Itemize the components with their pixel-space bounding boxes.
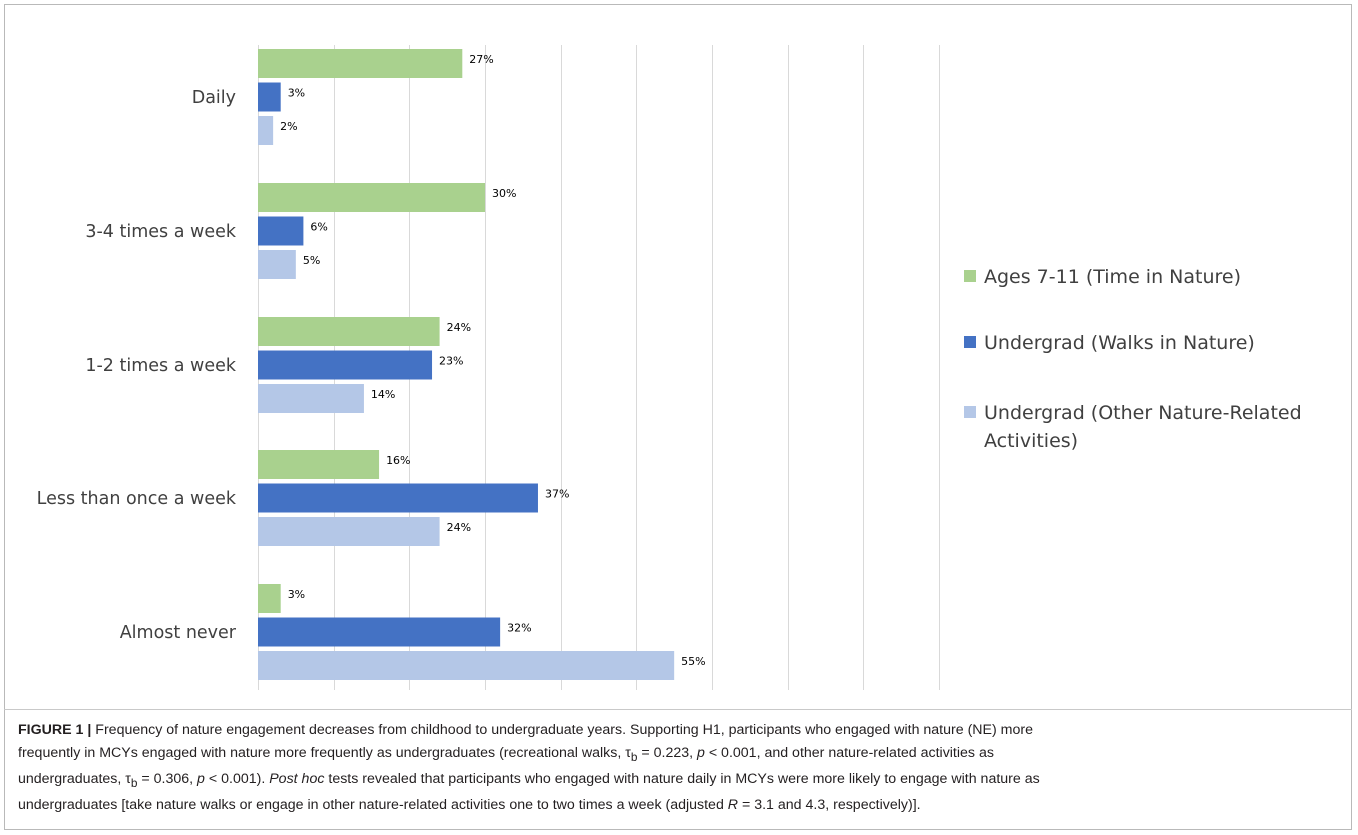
legend-swatch: [964, 406, 976, 418]
bar: [258, 517, 440, 546]
caption-text: tests revealed that participants who eng…: [324, 770, 1040, 787]
data-label: 24%: [447, 521, 471, 534]
data-label: 23%: [439, 355, 463, 368]
data-label: 24%: [447, 321, 471, 334]
data-label: 30%: [492, 187, 516, 200]
category-label: Almost never: [120, 623, 237, 643]
legend-label: Undergrad (Other Nature-Related: [984, 402, 1302, 424]
data-label: 27%: [469, 53, 493, 66]
gridlines: [258, 45, 940, 690]
bar: [258, 183, 485, 212]
caption-line-1: FIGURE 1 | Frequency of nature engagemen…: [18, 719, 1340, 742]
data-label: 55%: [681, 655, 705, 668]
data-label: 16%: [386, 454, 410, 467]
caption-text: < 0.001, and other nature-related activi…: [704, 744, 994, 761]
caption-subscript: b: [130, 775, 138, 790]
bar: [258, 450, 380, 479]
legend-label: Ages 7-11 (Time in Nature): [984, 266, 1241, 288]
caption-line-4: undergraduates [take nature walks or eng…: [18, 794, 1340, 817]
caption-italic: Post hoc: [269, 770, 325, 787]
bar: [258, 483, 538, 513]
caption-line-2: frequently in MCYs engaged with nature m…: [18, 742, 1340, 768]
bar: [258, 317, 440, 346]
data-label: 32%: [507, 622, 531, 635]
legend: Ages 7-11 (Time in Nature) Undergrad (Wal…: [964, 266, 1302, 452]
bar: [258, 617, 501, 647]
data-label: 5%: [303, 254, 320, 267]
caption-text: < 0.001).: [204, 770, 270, 787]
bar: [258, 116, 274, 145]
data-label: 37%: [545, 488, 569, 501]
data-label: 3%: [288, 87, 305, 100]
data-labels: 27% 3% 2% 30% 6% 5% 24% 23% 14% 16% 37% 24% 3% 32% 55%: [280, 53, 705, 668]
caption-divider: [4, 709, 1352, 710]
bar: [258, 584, 281, 613]
legend-swatch: [964, 336, 976, 348]
caption-text: Frequency of nature engagement decreases…: [91, 722, 1033, 738]
caption-text: = 0.306,: [137, 770, 198, 787]
bar: [258, 651, 675, 680]
bar: [258, 384, 364, 413]
data-label: 14%: [371, 388, 395, 401]
caption-italic: p: [197, 770, 205, 787]
caption-italic: p: [697, 744, 705, 761]
data-label: 2%: [280, 120, 297, 133]
caption-text: = 0.223,: [637, 744, 697, 761]
data-label: 3%: [288, 588, 305, 601]
category-label: Less than once a week: [37, 489, 237, 509]
category-label: 3-4 times a week: [85, 222, 236, 242]
bars: [258, 49, 675, 680]
bar: [258, 350, 433, 380]
bar: [258, 216, 304, 246]
bar-chart: 27% 3% 2% 30% 6% 5% 24% 23% 14% 16% 37% 24% 3% 32% 55%…: [37, 45, 1302, 690]
caption-text: = 3.1 and 4.3, respectively)].: [738, 797, 921, 814]
caption-line-3: undergraduates, τb = 0.306, p < 0.001). …: [18, 768, 1340, 794]
category-label: Daily: [192, 88, 236, 108]
figure-frame: [4, 4, 1352, 830]
bar: [258, 49, 463, 78]
category-label: 1-2 times a week: [85, 356, 236, 376]
figure-caption: FIGURE 1 | Frequency of nature engagemen…: [4, 709, 1352, 817]
legend-swatch: [964, 270, 976, 282]
bar: [258, 250, 296, 279]
caption-text: frequently in MCYs engaged with nature m…: [18, 744, 631, 761]
legend-label: Activities): [984, 430, 1078, 452]
caption-subscript: b: [630, 749, 638, 764]
category-labels: Daily 3-4 times a week 1-2 times a week Les…: [37, 88, 237, 643]
data-label: 6%: [310, 221, 327, 234]
legend-label: Undergrad (Walks in Nature): [984, 332, 1255, 354]
caption-text: undergraduates, τ: [18, 770, 131, 787]
bar: [258, 82, 281, 112]
caption-italic: R: [727, 797, 739, 814]
caption-text: undergraduates [take nature walks or eng…: [18, 797, 728, 814]
figure-label: FIGURE 1 |: [18, 722, 92, 738]
